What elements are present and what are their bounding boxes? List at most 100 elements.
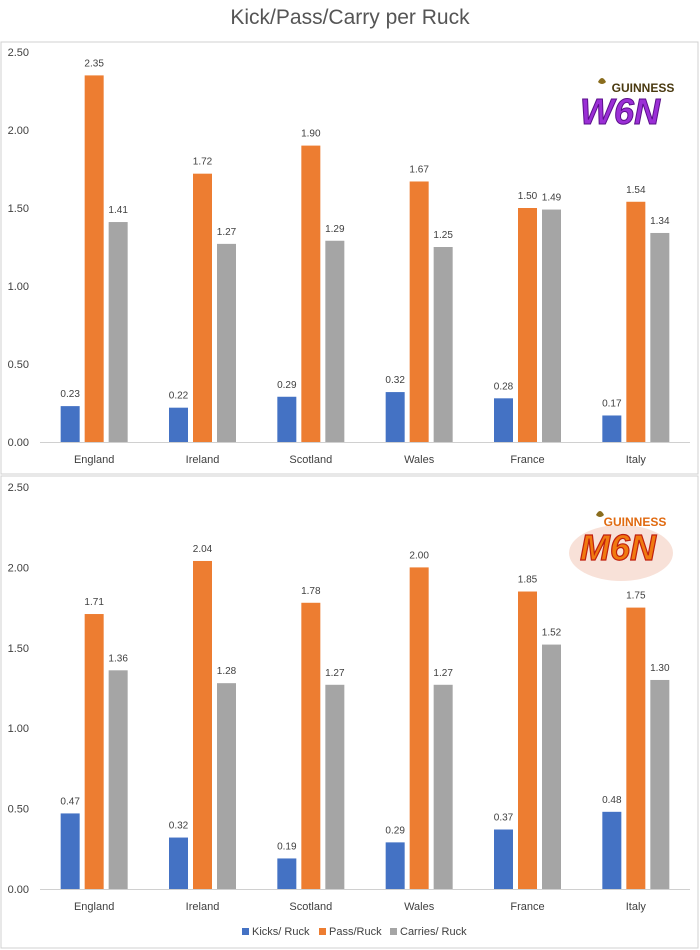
- bar-pass: [84, 614, 104, 889]
- data-label-pass: 1.50: [518, 191, 538, 202]
- y-tick-label: 1.00: [8, 723, 29, 735]
- y-tick-label: 0.00: [8, 884, 29, 896]
- data-label-kicks: 0.37: [494, 813, 514, 824]
- data-label-kicks: 0.29: [277, 380, 297, 391]
- x-tick-label: Italy: [626, 901, 647, 913]
- data-label-kicks: 0.48: [602, 795, 622, 806]
- y-tick-label: 2.00: [8, 562, 29, 574]
- data-label-carries: 1.27: [433, 668, 453, 679]
- m6n-logo: GUINNESS M6N: [569, 511, 673, 581]
- y-tick-label: 0.50: [8, 804, 29, 816]
- data-label-carries: 1.30: [650, 663, 670, 674]
- x-tick-label: Ireland: [186, 454, 220, 466]
- bar-carries: [542, 644, 561, 889]
- data-label-pass: 1.54: [626, 185, 646, 196]
- data-label-pass: 2.35: [84, 58, 104, 69]
- y-tick-label: 2.50: [8, 47, 29, 59]
- x-tick-label: Ireland: [186, 901, 220, 913]
- bar-pass: [518, 591, 537, 889]
- data-label-carries: 1.27: [217, 227, 237, 238]
- data-label-carries: 1.27: [325, 668, 345, 679]
- y-tick-label: 2.50: [8, 482, 29, 494]
- data-label-pass: 2.00: [409, 550, 429, 561]
- data-label-kicks: 0.19: [277, 841, 297, 852]
- harp-icon: [596, 511, 604, 517]
- data-label-pass: 2.04: [193, 544, 213, 555]
- y-tick-label: 1.50: [8, 643, 29, 655]
- data-label-pass: 1.75: [626, 591, 646, 602]
- legend-swatch-carries: [390, 928, 397, 935]
- data-label-kicks: 0.17: [602, 398, 622, 409]
- data-label-pass: 1.90: [301, 129, 321, 140]
- legend-label-kicks: Kicks/ Ruck: [252, 926, 310, 938]
- bar-carries: [325, 240, 345, 442]
- bar-carries: [108, 670, 128, 889]
- data-label-kicks: 0.22: [169, 391, 189, 402]
- data-label-carries: 1.52: [542, 628, 562, 639]
- x-tick-label: Scotland: [289, 901, 332, 913]
- data-label-kicks: 0.23: [60, 389, 80, 400]
- bar-pass: [193, 173, 212, 442]
- legend-swatch-kicks: [242, 928, 249, 935]
- y-tick-label: 0.50: [8, 359, 29, 371]
- panel-bottom-frame: [0, 475, 699, 949]
- bar-pass: [193, 560, 212, 889]
- data-label-kicks: 0.47: [60, 796, 80, 807]
- bar-carries: [650, 679, 670, 889]
- x-tick-label: Wales: [404, 454, 435, 466]
- bar-kicks: [494, 398, 513, 442]
- bar-carries: [542, 209, 561, 442]
- bar-kicks: [60, 813, 80, 889]
- data-label-kicks: 0.29: [385, 825, 405, 836]
- bar-kicks: [60, 406, 80, 442]
- bar-carries: [433, 684, 453, 889]
- bar-kicks: [169, 407, 188, 442]
- bar-carries: [433, 247, 453, 442]
- m6n-mark-text: M6N: [580, 527, 657, 568]
- bar-pass: [409, 567, 429, 889]
- x-tick-label: England: [74, 454, 114, 466]
- w6n-logo: GUINNESS W6N: [580, 78, 675, 133]
- data-label-pass: 1.85: [518, 575, 538, 586]
- bar-carries: [325, 684, 345, 889]
- bar-pass: [301, 145, 321, 442]
- data-label-kicks: 0.32: [385, 375, 405, 386]
- bar-carries: [650, 232, 670, 442]
- legend-label-pass: Pass/Ruck: [329, 926, 382, 938]
- data-label-carries: 1.28: [217, 666, 237, 677]
- bar-kicks: [494, 829, 513, 889]
- bar-kicks: [602, 415, 622, 442]
- data-label-pass: 1.72: [193, 157, 213, 168]
- data-label-kicks: 0.28: [494, 381, 514, 392]
- bar-kicks: [277, 396, 297, 442]
- data-label-carries: 1.29: [325, 224, 345, 235]
- legend-label-carries: Carries/ Ruck: [400, 926, 467, 938]
- bar-carries: [217, 243, 236, 442]
- bar-carries: [217, 683, 236, 889]
- panel-top-frame: [0, 41, 699, 475]
- x-tick-label: France: [510, 901, 544, 913]
- bar-kicks: [385, 842, 405, 889]
- x-tick-label: France: [510, 454, 544, 466]
- data-label-carries: 1.34: [650, 216, 670, 227]
- w6n-brand-text: GUINNESS: [612, 81, 675, 95]
- x-tick-label: Wales: [404, 901, 435, 913]
- data-label-carries: 1.49: [542, 193, 562, 204]
- plots-layer: 0.00 0.50 1.00 1.50 2.00 2.50 England 0.23 2.35 1…: [8, 47, 690, 913]
- bar-pass: [626, 201, 646, 442]
- m6n-brand-text: GUINNESS: [604, 515, 667, 529]
- m6n-logo-glow: [569, 525, 673, 581]
- page-title: Kick/Pass/Carry per Ruck: [230, 6, 470, 29]
- data-label-carries: 1.36: [108, 653, 128, 664]
- y-tick-label: 1.00: [8, 281, 29, 293]
- bar-kicks: [169, 837, 188, 889]
- data-label-carries: 1.41: [108, 205, 128, 216]
- x-tick-label: Italy: [626, 454, 647, 466]
- x-tick-label: Scotland: [289, 454, 332, 466]
- bar-pass: [518, 208, 537, 442]
- bar-pass: [626, 607, 646, 889]
- y-tick-label: 1.50: [8, 203, 29, 215]
- y-tick-label: 2.00: [8, 125, 29, 137]
- w6n-mark-text: W6N: [580, 91, 661, 132]
